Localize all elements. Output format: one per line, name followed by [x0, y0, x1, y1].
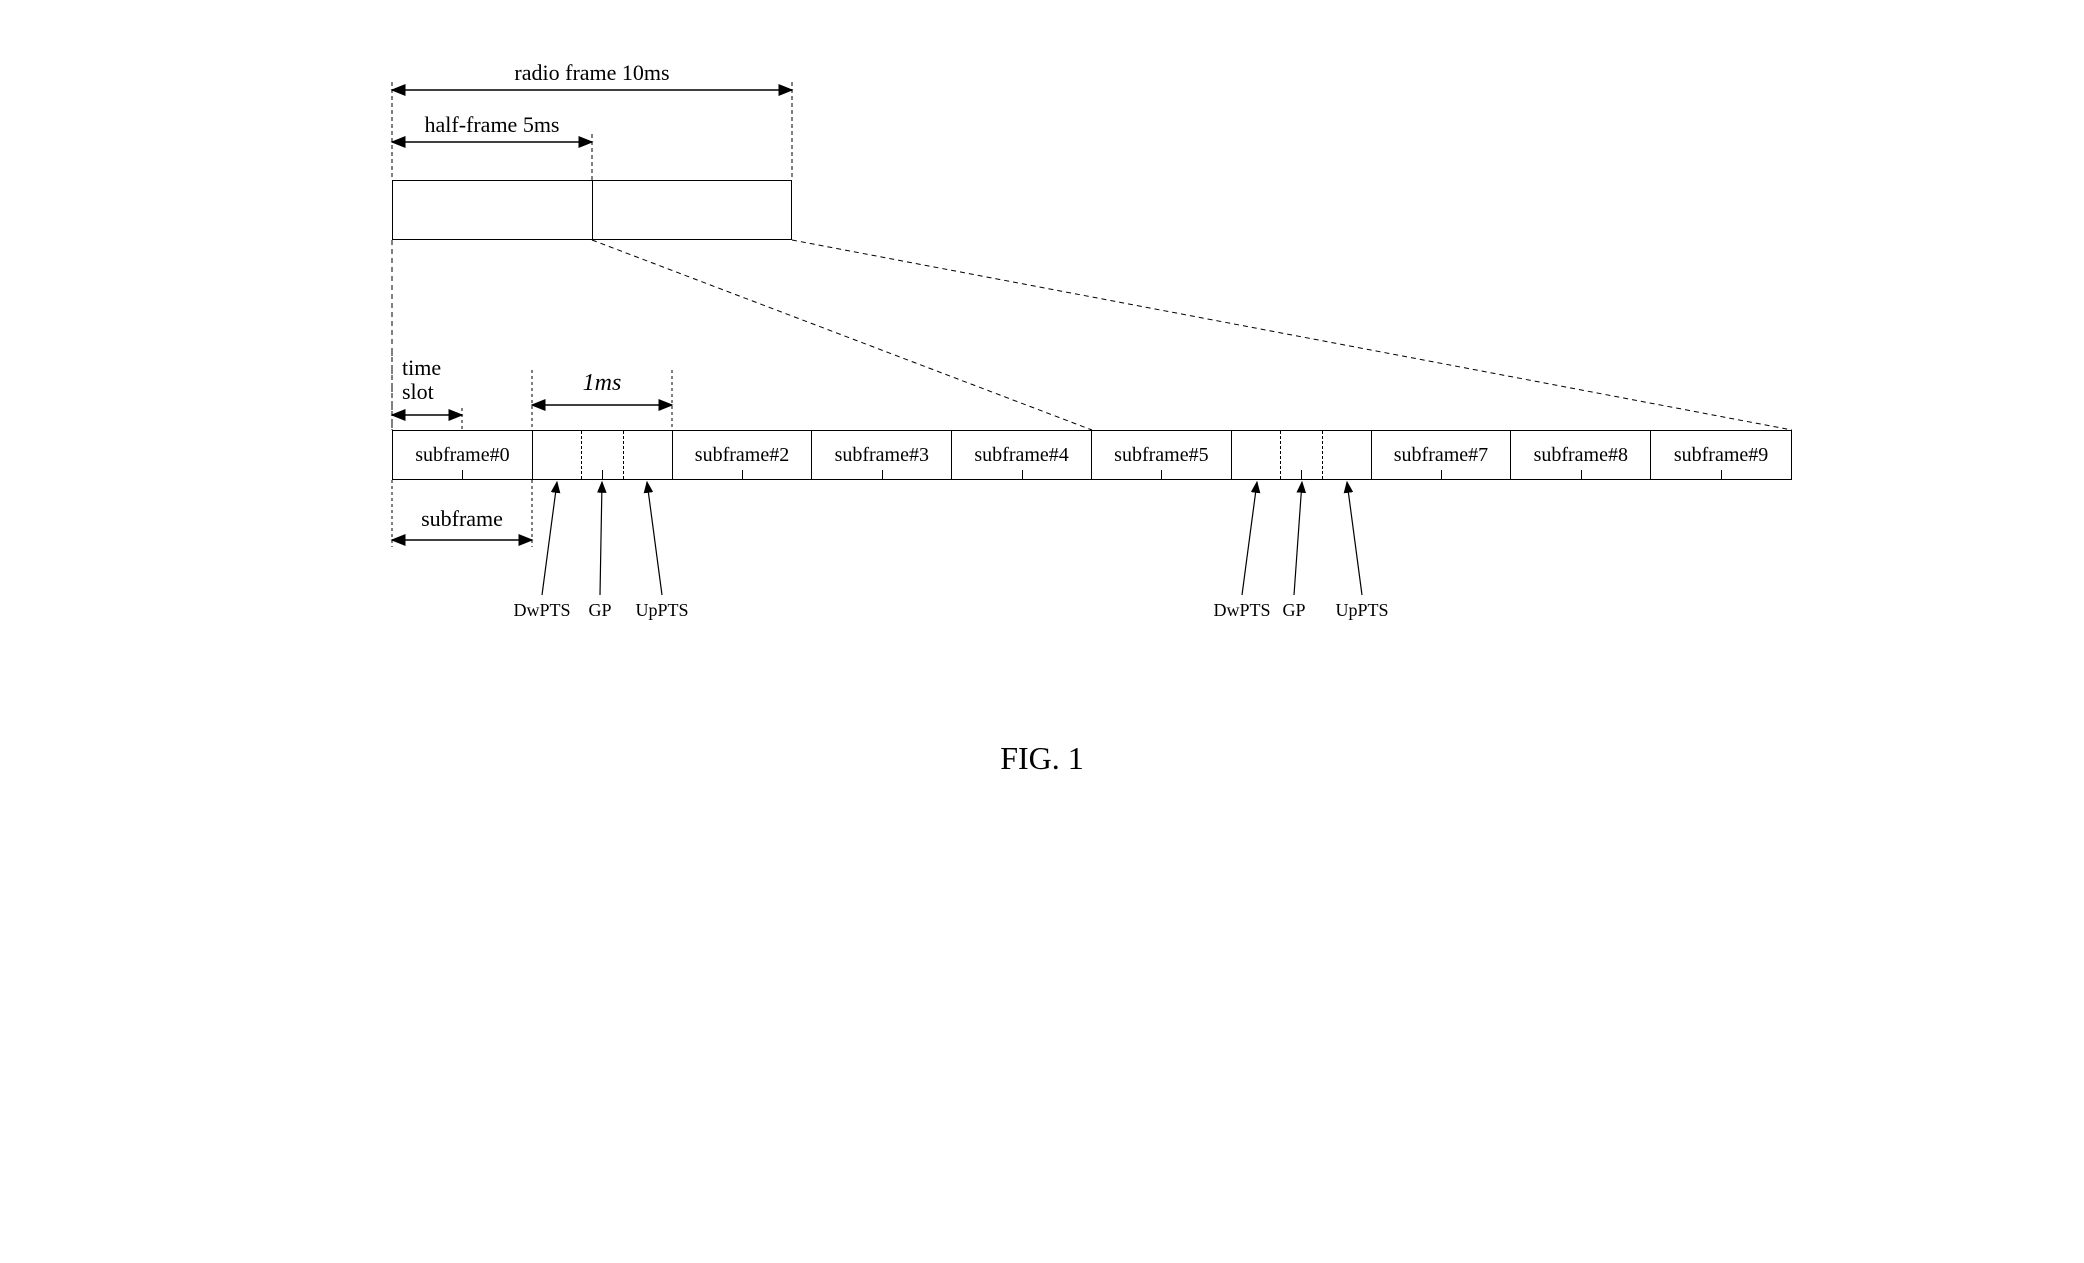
subframe-label: subframe#2 — [695, 444, 789, 467]
dwpts-pointer-2 — [1242, 482, 1257, 595]
subframe-9: subframe#9 — [1651, 431, 1791, 479]
subframe-3: subframe#3 — [812, 431, 952, 479]
subframe-2: subframe#2 — [673, 431, 813, 479]
subframe-label: subframe#3 — [835, 444, 929, 467]
uppts-label-2: UpPTS — [1335, 600, 1388, 621]
subframe-label: subframe#4 — [974, 444, 1068, 467]
subframe-row: subframe#0 subframe#2 subframe#3 subfram… — [392, 430, 1792, 480]
subframe-label: subframe#0 — [415, 444, 509, 467]
subframe-label: subframe#5 — [1114, 444, 1208, 467]
dwpts-label-2: DwPTS — [1213, 600, 1270, 621]
gp-pointer-1 — [600, 482, 602, 595]
slot-tick — [1441, 470, 1442, 480]
special-div-gp — [623, 431, 624, 479]
time-slot-label: timeslot — [402, 356, 441, 404]
slot-tick — [1721, 470, 1722, 480]
halfframe-divider-line — [592, 180, 593, 240]
half-frame-label: half-frame 5ms — [425, 112, 560, 138]
subframe-6-special — [1232, 431, 1372, 479]
subframe-0: subframe#0 — [393, 431, 533, 479]
gp-pointer-2 — [1294, 482, 1302, 595]
figure-caption: FIG. 1 — [1000, 740, 1084, 777]
special-div-gp — [1322, 431, 1323, 479]
subframe-1-special — [533, 431, 673, 479]
subframe-5: subframe#5 — [1092, 431, 1232, 479]
slot-tick — [1581, 470, 1582, 480]
special-div-dwpts — [581, 431, 582, 479]
time-slot-text: timeslot — [402, 355, 441, 404]
subframe-8: subframe#8 — [1511, 431, 1651, 479]
slot-tick — [462, 470, 463, 480]
slot-tick — [882, 470, 883, 480]
gp-label-1: GP — [588, 600, 611, 621]
subframe-label: subframe#8 — [1534, 444, 1628, 467]
subframe-label: subframe#7 — [1394, 444, 1488, 467]
proj-right — [792, 240, 1792, 430]
special-div-dwpts — [1280, 431, 1281, 479]
dwpts-pointer-1 — [542, 482, 557, 595]
slot-tick — [742, 470, 743, 480]
subframe-4: subframe#4 — [952, 431, 1092, 479]
gp-label-2: GP — [1282, 600, 1305, 621]
subframe-label: subframe#9 — [1674, 444, 1768, 467]
slot-tick — [1022, 470, 1023, 480]
subframe-word-label: subframe — [421, 506, 503, 532]
one-ms-label: 1ms — [583, 370, 622, 397]
radio-frame-label: radio frame 10ms — [514, 60, 669, 86]
uppts-pointer-1 — [647, 482, 662, 595]
uppts-pointer-2 — [1347, 482, 1362, 595]
proj-mid — [592, 240, 1092, 430]
subframe-7: subframe#7 — [1372, 431, 1512, 479]
slot-tick — [1301, 470, 1302, 480]
uppts-label-1: UpPTS — [635, 600, 688, 621]
slot-tick — [1161, 470, 1162, 480]
slot-tick — [602, 470, 603, 480]
dwpts-label-1: DwPTS — [513, 600, 570, 621]
